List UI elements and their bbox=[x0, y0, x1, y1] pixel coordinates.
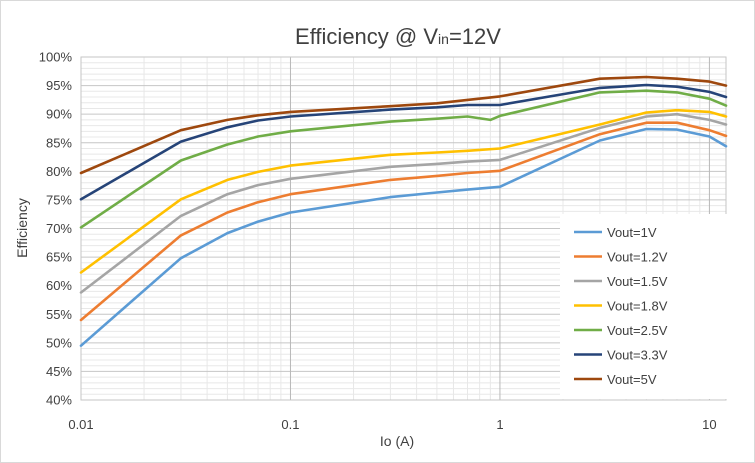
series-line-vout-1-2v bbox=[79, 121, 728, 322]
y-axis-label: Efficiency bbox=[14, 198, 30, 258]
y-tick-label: 60% bbox=[46, 278, 72, 293]
y-tick-label: 40% bbox=[46, 393, 72, 408]
legend-label: Vout=2.5V bbox=[607, 323, 668, 338]
y-tick-label: 85% bbox=[46, 135, 72, 150]
x-axis-tick-labels: 0.01 0.1 1 10 bbox=[68, 417, 716, 432]
y-axis-tick-labels: 40% 45% 50% 55% 60% 65% 70% 75% 80% 85% 90% 95% 100% bbox=[39, 50, 73, 408]
x-axis-label: Io (A) bbox=[380, 433, 414, 449]
series-line-vout-1-5v bbox=[79, 112, 728, 294]
legend-label: Vout=1.8V bbox=[607, 299, 668, 314]
y-tick-label: 95% bbox=[46, 78, 72, 93]
series-line-vout-5v bbox=[79, 75, 728, 175]
x-tick-label: 10 bbox=[702, 417, 716, 432]
x-tick-label: 0.01 bbox=[68, 417, 93, 432]
legend-label: Vout=1.5V bbox=[607, 274, 668, 289]
legend-label: Vout=1V bbox=[607, 225, 657, 240]
y-tick-label: 80% bbox=[46, 164, 72, 179]
x-tick-label: 0.1 bbox=[281, 417, 299, 432]
series-line-vout-1-8v bbox=[79, 108, 728, 274]
x-tick-label: 1 bbox=[496, 417, 503, 432]
y-tick-label: 65% bbox=[46, 250, 72, 265]
legend-label: Vout=1.2V bbox=[607, 250, 668, 265]
y-tick-label: 90% bbox=[46, 107, 72, 122]
y-tick-label: 55% bbox=[46, 307, 72, 322]
y-tick-label: 75% bbox=[46, 192, 72, 207]
legend-label: Vout=3.3V bbox=[607, 348, 668, 363]
series-lines bbox=[79, 75, 728, 348]
chart-title: Efficiency @ Vin=12V bbox=[295, 24, 501, 49]
y-tick-label: 45% bbox=[46, 364, 72, 379]
series-line-vout-1v bbox=[79, 127, 728, 348]
legend: Vout=1V Vout=1.2V Vout=1.5V Vout=1.8V Vout=2… bbox=[560, 214, 736, 399]
legend-label: Vout=5V bbox=[607, 372, 657, 387]
y-tick-label: 100% bbox=[39, 50, 73, 65]
series-line-vout-3-3v bbox=[79, 83, 728, 201]
y-tick-label: 50% bbox=[46, 335, 72, 350]
series-line-vout-2-5v bbox=[79, 89, 728, 229]
y-tick-label: 70% bbox=[46, 221, 72, 236]
